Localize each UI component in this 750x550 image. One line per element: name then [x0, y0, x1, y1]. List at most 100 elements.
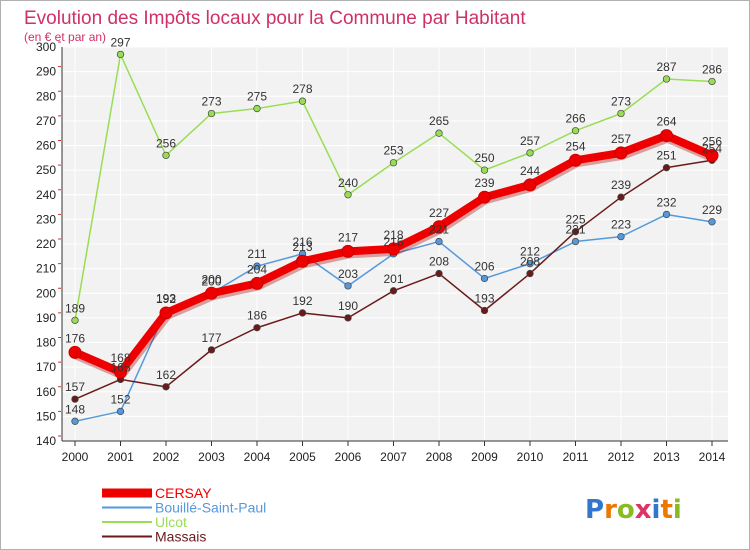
data-label-bouill-saint-paul: 221	[429, 223, 449, 237]
data-point-bouill-saint-paul	[617, 232, 625, 241]
x-tick-label: 2005	[289, 450, 316, 464]
data-label-cersay: 264	[656, 115, 676, 129]
data-point-massais	[480, 306, 489, 315]
x-tick-label: 2013	[653, 450, 680, 464]
y-tick-label: 190	[36, 311, 56, 325]
y-tick-label: 280	[36, 89, 56, 103]
data-point-bouill-saint-paul	[662, 210, 671, 219]
data-label-bouill-saint-paul: 229	[702, 203, 722, 217]
data-label-cersay: 213	[292, 240, 312, 254]
data-label-ulcot: 250	[474, 151, 494, 165]
data-point-bouill-saint-paul	[116, 407, 125, 416]
data-label-ulcot: 256	[156, 136, 176, 150]
x-tick-label: 2010	[517, 450, 544, 464]
data-label-ulcot: 278	[292, 82, 312, 96]
data-point-cersay	[159, 306, 173, 320]
data-point-cersay	[296, 254, 309, 268]
data-point-massais	[526, 269, 534, 278]
data-point-ulcot	[298, 97, 307, 105]
data-point-massais	[298, 309, 307, 317]
x-tick-label: 2012	[608, 450, 635, 464]
data-label-ulcot: 257	[520, 134, 540, 148]
legend-label-cersay: CERSAY	[155, 485, 212, 501]
data-label-massais: 190	[338, 299, 358, 313]
y-tick-label: 170	[36, 360, 56, 374]
data-point-bouill-saint-paul	[708, 218, 716, 226]
data-label-massais: 201	[383, 272, 403, 286]
data-point-massais	[662, 164, 671, 172]
data-label-massais: 162	[156, 368, 176, 382]
data-label-cersay: 257	[611, 132, 631, 146]
data-label-massais: 251	[656, 149, 676, 163]
data-label-ulcot: 286	[702, 62, 722, 76]
data-point-massais	[71, 395, 79, 403]
x-tick-label: 2009	[471, 450, 498, 464]
x-tick-label: 2003	[198, 450, 225, 464]
data-label-cersay: 256	[702, 134, 722, 148]
data-point-cersay	[478, 190, 491, 204]
logo-letter: i	[673, 495, 682, 525]
data-label-cersay: 244	[520, 164, 540, 178]
y-tick-label: 210	[36, 262, 56, 276]
data-point-bouill-saint-paul	[253, 262, 261, 270]
data-label-bouill-saint-paul: 206	[474, 259, 494, 273]
data-label-cersay: 176	[65, 331, 85, 345]
x-axis: 2000 2001 2002 2003 2004 2005 2006 2007 2008 2009…	[62, 440, 728, 464]
data-label-bouill-saint-paul: 223	[611, 218, 631, 232]
data-label-massais: 165	[110, 360, 130, 374]
data-label-ulcot: 287	[656, 60, 676, 74]
data-label-cersay: 192	[156, 292, 176, 306]
data-point-cersay	[705, 148, 719, 162]
legend-label-bouill-saint-paul: Bouillé-Saint-Paul	[155, 500, 266, 516]
logo-letter: x	[635, 495, 652, 525]
y-tick-label: 270	[36, 114, 56, 128]
proxiti-logo: Proxiti	[585, 495, 682, 525]
chart-subtitle: (en € et par an)	[24, 30, 106, 44]
y-tick-label: 220	[36, 237, 56, 251]
data-label-ulcot: 275	[247, 90, 267, 104]
logo-letter: r	[604, 495, 617, 525]
data-point-cersay	[205, 286, 218, 300]
data-label-ulcot: 273	[201, 94, 221, 108]
logo-letter: i	[652, 495, 661, 525]
data-point-cersay	[432, 220, 446, 234]
data-point-ulcot	[435, 129, 443, 137]
data-label-cersay: 168	[110, 351, 130, 365]
data-label-bouill-saint-paul: 212	[520, 245, 540, 259]
y-tick-label: 160	[36, 385, 56, 399]
x-tick-label: 2004	[244, 450, 271, 464]
logo-letter: t	[660, 495, 672, 525]
y-tick-label: 200	[36, 286, 56, 300]
data-point-bouill-saint-paul	[344, 282, 352, 290]
data-label-ulcot: 297	[110, 35, 130, 49]
data-point-massais	[389, 287, 398, 295]
data-label-bouill-saint-paul: 216	[383, 235, 403, 249]
x-tick-label: 2007	[380, 450, 407, 464]
data-label-bouill-saint-paul: 232	[656, 195, 676, 209]
x-tick-label: 2000	[62, 450, 89, 464]
chart-title: Evolution des Impôts locaux pour la Comm…	[24, 8, 526, 29]
data-label-massais: 208	[520, 255, 540, 269]
data-point-bouill-saint-paul	[71, 417, 79, 425]
y-tick-label: 150	[36, 409, 56, 423]
data-point-ulcot	[207, 109, 216, 118]
data-point-bouill-saint-paul	[435, 237, 443, 246]
y-axis: 140 150 160 170 180 190 200 210 220 230 240 250 260 2…	[36, 40, 63, 448]
data-label-ulcot: 266	[565, 112, 585, 126]
data-label-ulcot: 189	[65, 301, 85, 315]
data-label-cersay: 200	[201, 272, 221, 286]
data-label-massais: 225	[565, 213, 585, 227]
data-point-cersay	[250, 276, 264, 290]
data-label-bouill-saint-paul: 193	[156, 291, 176, 305]
data-point-ulcot	[617, 109, 625, 118]
data-label-massais: 239	[611, 178, 631, 192]
logo-letter: P	[585, 495, 604, 525]
data-label-massais: 208	[429, 255, 449, 269]
data-label-bouill-saint-paul: 216	[292, 235, 312, 249]
data-point-massais	[571, 228, 580, 236]
data-point-bouill-saint-paul	[526, 260, 534, 268]
data-point-ulcot	[116, 50, 125, 59]
data-point-ulcot	[344, 191, 352, 199]
y-tick-label: 140	[36, 434, 56, 448]
